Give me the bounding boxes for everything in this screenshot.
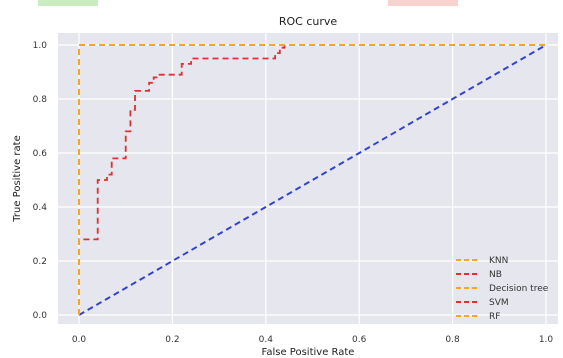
x-tick-label: 0.8 [445,335,460,345]
legend-label: NB [489,270,502,280]
series-line-nb [78,45,286,315]
x-axis-label: False Positive Rate [262,347,355,358]
y-tick-label: 0.0 [33,311,48,321]
y-tick-label: 0.4 [33,203,48,213]
x-tick-label: 0.6 [352,335,367,345]
chart-title: ROC curve [279,15,338,28]
legend-label: SVM [489,298,509,308]
legend-label: Decision tree [489,284,549,294]
x-tick-label: 0.4 [259,335,274,345]
y-tick-label: 0.6 [33,149,48,159]
top-strip-left [38,0,98,6]
plot-area [58,33,558,324]
tick-labels: 0.0 0.2 0.4 0.6 0.8 1.0 0.0 0.2 0.4 0.6 0.8 1.0 [33,41,554,345]
legend-label: RF [489,312,500,322]
y-tick-label: 1.0 [33,41,48,51]
x-tick-label: 0.2 [165,335,179,345]
series-lines [78,44,547,316]
y-tick-label: 0.2 [33,257,47,267]
top-strip-right [388,0,458,6]
legend-label: KNN [489,256,508,266]
y-axis-label: True Positive rate [12,135,23,222]
x-tick-label: 0.0 [72,335,87,345]
x-tick-label: 1.0 [539,335,554,345]
series-line-rf [78,44,546,315]
legend: KNN NB Decision tree SVM RF [456,256,549,322]
y-tick-label: 0.8 [33,95,48,105]
